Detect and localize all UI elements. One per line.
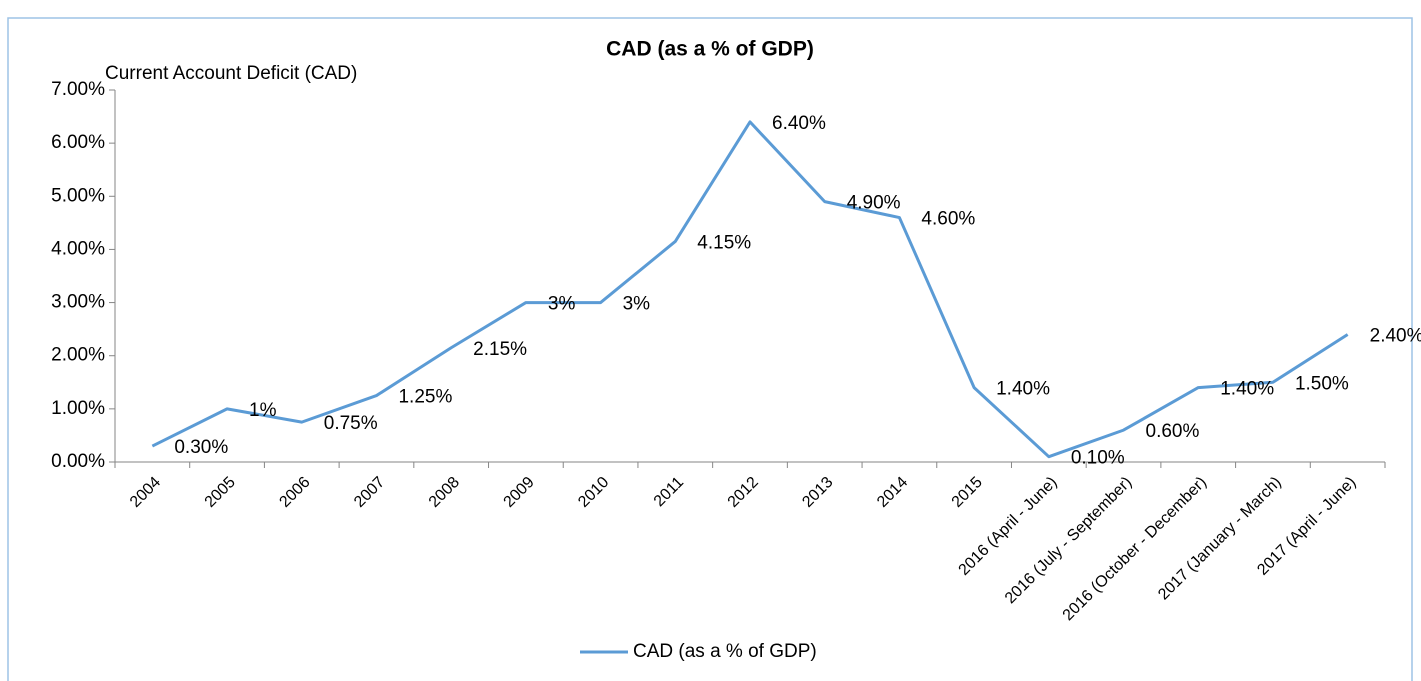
data-label: 0.10%	[1071, 448, 1125, 469]
data-label: 4.15%	[697, 232, 751, 253]
y-axis-label: Current Account Deficit (CAD)	[105, 63, 357, 84]
y-tick-label: 5.00%	[51, 185, 105, 206]
chart-title: CAD (as a % of GDP)	[606, 38, 814, 61]
data-label: 2.15%	[473, 339, 527, 360]
y-tick-label: 7.00%	[51, 79, 105, 100]
chart-frame	[7, 17, 1413, 681]
data-label: 3%	[623, 294, 651, 315]
data-label: 1.25%	[398, 387, 452, 408]
data-label: 0.75%	[324, 413, 378, 434]
y-tick-label: 3.00%	[51, 292, 105, 313]
y-tick-label: 1.00%	[51, 398, 105, 419]
legend-label: CAD (as a % of GDP)	[633, 641, 817, 662]
y-tick-label: 0.00%	[51, 451, 105, 472]
data-label: 1%	[249, 400, 277, 421]
y-tick-label: 2.00%	[51, 345, 105, 366]
data-label: 0.60%	[1146, 421, 1200, 442]
data-line	[151, 120, 1349, 459]
data-label: 0.30%	[174, 437, 228, 458]
y-tick-label: 4.00%	[51, 238, 105, 259]
data-label: 1.40%	[996, 379, 1050, 400]
data-label: 1.40%	[1220, 379, 1274, 400]
data-label: 6.40%	[772, 113, 826, 134]
data-label: 4.60%	[921, 209, 975, 230]
data-label: 3%	[548, 294, 576, 315]
data-label: 1.50%	[1295, 373, 1349, 394]
data-label: 4.90%	[847, 193, 901, 214]
y-tick-label: 6.00%	[51, 132, 105, 153]
data-label: 2.40%	[1370, 325, 1421, 346]
